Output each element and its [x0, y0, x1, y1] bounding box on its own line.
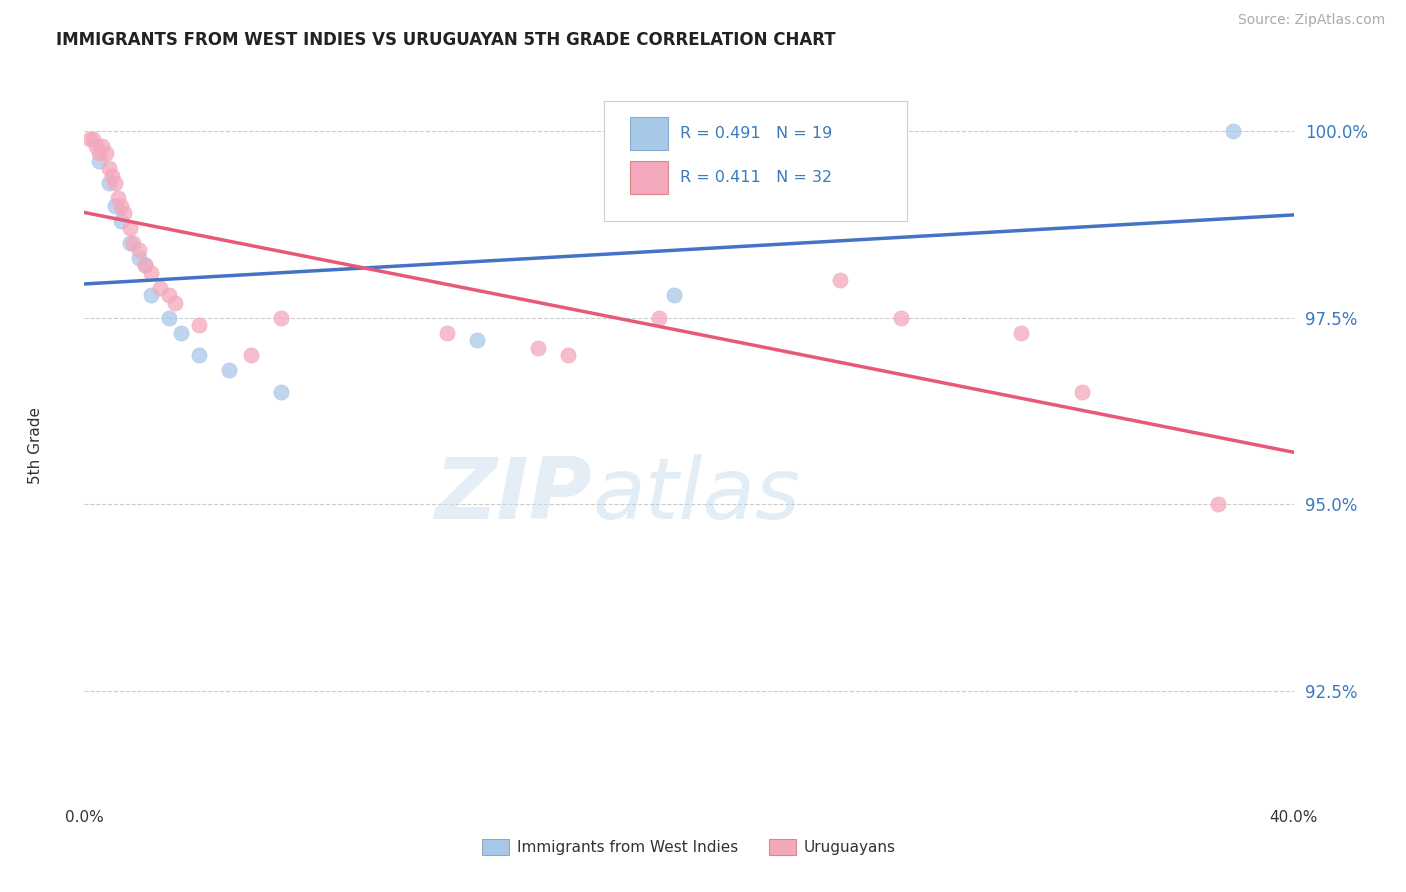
Point: [139, 266, 162, 280]
Point: [107, 191, 129, 205]
Point: [128, 244, 150, 258]
Text: 5th Grade: 5th Grade: [28, 408, 42, 484]
Point: [139, 288, 162, 302]
Point: [527, 341, 550, 355]
FancyBboxPatch shape: [630, 161, 668, 194]
Point: [91, 139, 114, 153]
Point: [830, 273, 852, 287]
Point: [134, 259, 156, 273]
Point: [110, 199, 132, 213]
Point: [1071, 385, 1094, 400]
Text: atlas: atlas: [592, 454, 800, 537]
Point: [100, 169, 122, 183]
Point: [662, 288, 685, 302]
Point: [110, 213, 132, 227]
Point: [557, 348, 579, 362]
Point: [121, 235, 143, 250]
FancyBboxPatch shape: [605, 101, 907, 221]
Point: [118, 235, 141, 250]
Text: IMMIGRANTS FROM WEST INDIES VS URUGUAYAN 5TH GRADE CORRELATION CHART: IMMIGRANTS FROM WEST INDIES VS URUGUAYAN…: [56, 31, 835, 49]
Point: [128, 251, 150, 265]
Point: [467, 333, 489, 347]
Point: [1222, 124, 1244, 138]
Point: [112, 206, 135, 220]
Point: [1206, 497, 1229, 511]
Point: [97, 177, 120, 191]
Point: [94, 146, 117, 161]
Point: [239, 348, 262, 362]
Point: [134, 259, 156, 273]
Point: [79, 131, 101, 145]
Point: [97, 161, 120, 176]
Text: Source: ZipAtlas.com: Source: ZipAtlas.com: [1237, 13, 1385, 28]
Point: [86, 139, 108, 153]
Point: [1011, 326, 1033, 340]
Point: [170, 326, 193, 340]
Point: [104, 177, 127, 191]
Point: [270, 385, 292, 400]
Point: [89, 146, 111, 161]
Text: R = 0.491   N = 19: R = 0.491 N = 19: [681, 126, 832, 141]
Point: [188, 348, 211, 362]
Text: ZIP: ZIP: [434, 454, 592, 537]
Point: [149, 281, 172, 295]
Point: [82, 131, 104, 145]
Text: R = 0.411   N = 32: R = 0.411 N = 32: [681, 169, 832, 185]
Point: [89, 153, 111, 168]
Point: [218, 363, 240, 377]
Point: [188, 318, 211, 332]
Legend: Immigrants from West Indies, Uruguayans: Immigrants from West Indies, Uruguayans: [475, 833, 903, 861]
Point: [648, 310, 671, 325]
Point: [157, 310, 180, 325]
FancyBboxPatch shape: [630, 117, 668, 151]
Point: [157, 288, 180, 302]
Point: [890, 310, 912, 325]
Point: [118, 221, 141, 235]
Point: [270, 310, 292, 325]
Point: [104, 199, 127, 213]
Point: [436, 326, 458, 340]
Point: [165, 295, 187, 310]
